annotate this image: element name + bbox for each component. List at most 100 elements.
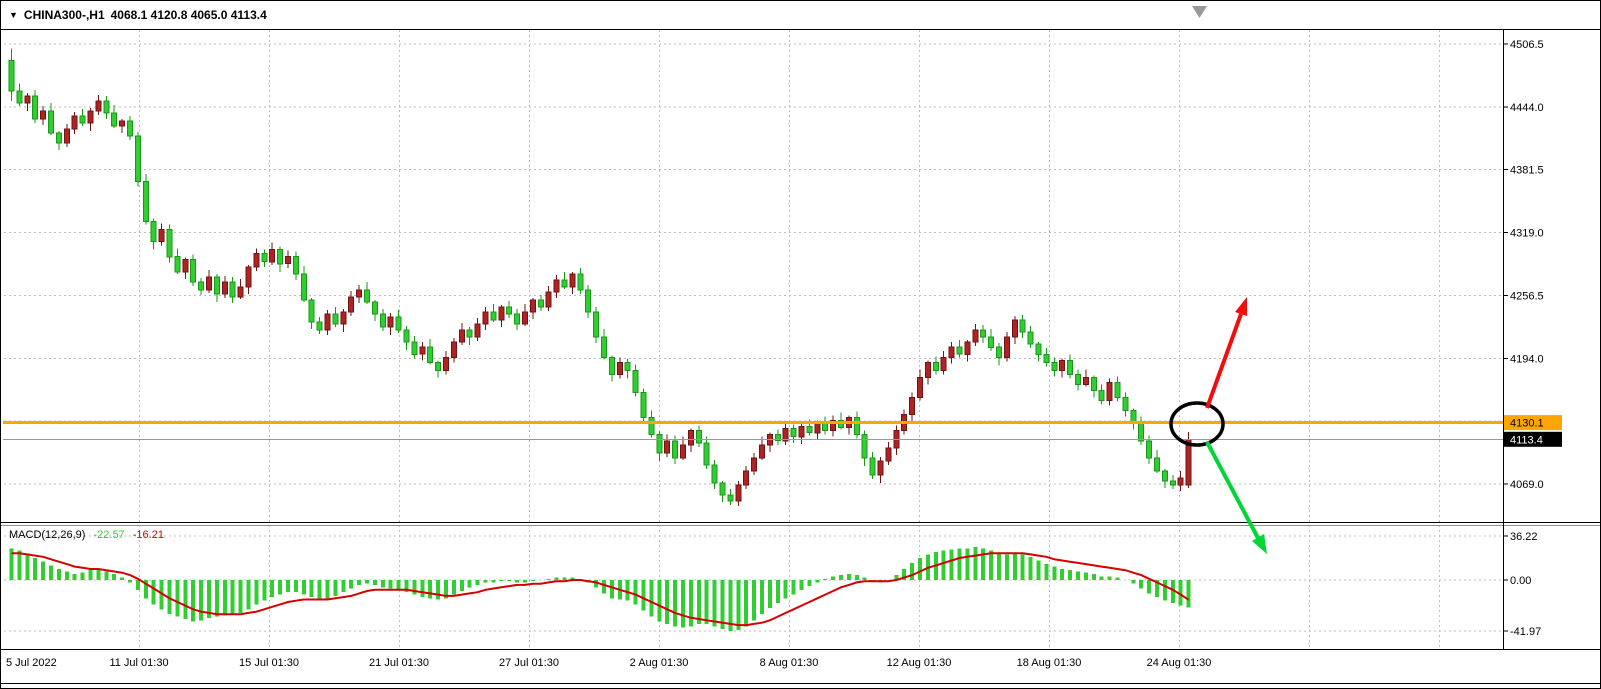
candle-body bbox=[529, 299, 536, 313]
candle-body bbox=[213, 276, 220, 295]
macd-axis-label: 36.22 bbox=[1510, 531, 1538, 543]
candle-body bbox=[1098, 390, 1105, 402]
candle-body bbox=[924, 361, 931, 378]
time-axis-label: 11 Jul 01:30 bbox=[109, 657, 168, 669]
candle-body bbox=[79, 115, 86, 124]
candle-body bbox=[111, 112, 118, 127]
candle-body bbox=[885, 447, 892, 462]
candle-body bbox=[245, 266, 252, 288]
candle-body bbox=[932, 361, 939, 371]
candle-body bbox=[371, 301, 378, 315]
candle-body bbox=[593, 311, 600, 338]
candle-body bbox=[743, 470, 750, 486]
annotations-layer[interactable] bbox=[1169, 297, 1267, 554]
candle-body bbox=[1003, 336, 1010, 358]
candle-body bbox=[71, 115, 78, 130]
annotation-down-arrow[interactable] bbox=[1205, 441, 1267, 554]
candle-body bbox=[277, 249, 284, 265]
candle-body bbox=[948, 346, 955, 358]
time-axis-label: 18 Aug 01:30 bbox=[1017, 657, 1082, 669]
candle-body bbox=[364, 289, 370, 303]
candle-body bbox=[940, 356, 947, 371]
chart-shift-marker bbox=[1192, 6, 1207, 18]
candle-body bbox=[917, 376, 923, 398]
time-axis-label: 24 Aug 01:30 bbox=[1147, 657, 1212, 669]
candle-body bbox=[680, 444, 686, 459]
time-axis-label: 15 Jul 01:30 bbox=[239, 657, 299, 669]
candle-body bbox=[687, 430, 694, 446]
time-axis-label: 21 Jul 01:30 bbox=[369, 657, 429, 669]
candle-body bbox=[616, 361, 623, 375]
time-axis-label: 12 Aug 01:30 bbox=[887, 657, 952, 669]
macd-histogram bbox=[9, 547, 1191, 632]
macd-name: MACD(12,26,9) bbox=[9, 529, 86, 541]
macd-signal-value: -16.21 bbox=[132, 529, 164, 541]
candle-body bbox=[1177, 477, 1184, 486]
candle-body bbox=[198, 281, 205, 291]
price-axis-label: 4506.5 bbox=[1510, 39, 1544, 51]
candle-body bbox=[735, 484, 742, 502]
candle-body bbox=[814, 422, 821, 434]
candle-body bbox=[577, 273, 584, 291]
chart-ohlc-header: ▼ CHINA300-,H1 4068.1 4120.8 4065.0 4113… bbox=[9, 8, 267, 22]
candle-body bbox=[1075, 373, 1081, 385]
price-axis-label: 4069.0 bbox=[1510, 479, 1544, 491]
candle-body bbox=[119, 120, 126, 127]
annotation-circle[interactable] bbox=[1169, 401, 1225, 447]
candle-body bbox=[348, 296, 355, 313]
candle-body bbox=[608, 356, 615, 375]
candle-body bbox=[664, 440, 671, 454]
time-axis-label: 5 Jul 2022 bbox=[6, 657, 57, 669]
candle-body bbox=[55, 132, 62, 144]
time-axis[interactable]: 5 Jul 2022 11 Jul 01:30 15 Jul 01:30 21 Jul… bbox=[6, 657, 1211, 669]
candle-body bbox=[727, 494, 734, 502]
candle-body bbox=[632, 369, 639, 393]
candle-body bbox=[387, 316, 394, 328]
candle-body bbox=[806, 426, 813, 434]
candle-body bbox=[237, 286, 244, 298]
candle-body bbox=[782, 428, 789, 442]
candle-body bbox=[695, 430, 702, 444]
candle-body bbox=[308, 299, 315, 323]
ohlc-values: 4068.1 4120.8 4065.0 4113.4 bbox=[110, 8, 267, 22]
chart-frame bbox=[1, 29, 1600, 684]
candle-body bbox=[1114, 381, 1121, 398]
candle-body bbox=[703, 442, 710, 466]
candle-body bbox=[95, 100, 102, 112]
candle-body bbox=[103, 100, 110, 114]
candle-body bbox=[672, 440, 679, 459]
candle-body bbox=[751, 457, 758, 472]
candle-body bbox=[134, 135, 141, 182]
svg-text:4130.1: 4130.1 bbox=[1510, 418, 1544, 430]
candle-body bbox=[166, 229, 173, 258]
candle-body bbox=[24, 95, 31, 104]
candle-body bbox=[624, 361, 631, 371]
time-axis-label: 2 Aug 01:30 bbox=[630, 657, 689, 669]
price-axis-label: 4194.0 bbox=[1510, 353, 1544, 365]
candle-body bbox=[988, 336, 995, 348]
annotation-up-arrow[interactable] bbox=[1205, 297, 1247, 409]
candle-body bbox=[466, 329, 473, 338]
candle-body bbox=[395, 316, 402, 331]
candle-body bbox=[229, 281, 236, 298]
symbol-dropdown-icon[interactable]: ▼ bbox=[9, 9, 18, 20]
macd-axis[interactable]: 36.22 0.00 -41.97 bbox=[1503, 531, 1541, 638]
candle-body bbox=[537, 299, 544, 308]
candle-body bbox=[656, 434, 663, 454]
candle-body bbox=[32, 95, 39, 120]
candle-body bbox=[1106, 381, 1113, 401]
candle-body bbox=[474, 323, 481, 338]
candle-body bbox=[964, 341, 971, 355]
candle-body bbox=[158, 229, 165, 243]
candle-body bbox=[174, 256, 181, 273]
price-axis-label: 4381.5 bbox=[1510, 165, 1544, 177]
symbol-timeframe-label: CHINA300-,H1 bbox=[23, 8, 105, 22]
price-axis[interactable]: 4506.5 4444.0 4381.5 4319.0 4256.5 4194.0 4069… bbox=[1503, 39, 1544, 491]
candle-body bbox=[142, 180, 149, 223]
candle-body bbox=[719, 482, 726, 496]
candle-body bbox=[182, 259, 189, 273]
candle-body bbox=[324, 313, 331, 331]
macd-axis-label: 0.00 bbox=[1510, 575, 1531, 587]
candle-body bbox=[1138, 422, 1145, 442]
